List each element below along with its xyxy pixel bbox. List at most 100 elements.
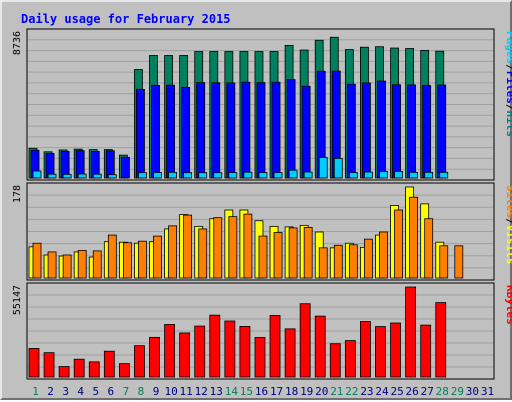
- bar: [183, 172, 193, 179]
- bar: [43, 352, 55, 378]
- bar: [439, 171, 449, 179]
- bar: [333, 158, 343, 179]
- bar: [375, 326, 386, 378]
- day-label: 11: [180, 385, 193, 398]
- day-label: 10: [164, 385, 177, 398]
- bar: [28, 348, 40, 378]
- bar: [314, 315, 326, 378]
- bar: [420, 324, 432, 378]
- bar: [47, 251, 57, 279]
- bar: [435, 302, 447, 378]
- bar: [333, 244, 343, 279]
- bar: [424, 218, 434, 279]
- bar: [424, 171, 434, 179]
- bar: [153, 235, 162, 279]
- bar: [166, 84, 175, 179]
- legend-sites-visits: Sites/Visits: [504, 185, 512, 265]
- bar: [73, 358, 85, 378]
- bar: [77, 249, 87, 279]
- day-label: 26: [406, 385, 419, 398]
- series-kbytes: [28, 286, 447, 378]
- bar: [134, 345, 145, 378]
- bar: [196, 82, 206, 179]
- bar: [284, 328, 296, 378]
- bar: [168, 225, 177, 279]
- day-label: 30: [466, 385, 479, 398]
- bar: [437, 84, 447, 179]
- bar: [138, 172, 147, 179]
- bar: [88, 361, 100, 378]
- bar: [318, 247, 328, 279]
- bar: [318, 157, 328, 179]
- bar: [422, 85, 432, 179]
- bar: [194, 325, 206, 378]
- bar: [377, 80, 386, 179]
- bar: [256, 82, 266, 179]
- bar: [118, 363, 130, 378]
- legend-entry: /: [504, 104, 512, 111]
- chart-title: Daily usage for February 2015: [21, 12, 231, 26]
- legend-pages-files-hits: Pages/Files/Hits: [504, 31, 512, 137]
- legend-entry: /: [504, 64, 512, 71]
- bar: [299, 303, 311, 378]
- y-max-label: 8736: [12, 31, 23, 55]
- bar: [394, 209, 403, 279]
- day-label: 31: [481, 385, 494, 398]
- bar: [288, 227, 298, 279]
- bar: [211, 82, 221, 179]
- bar: [213, 217, 223, 279]
- day-label: 13: [210, 385, 223, 398]
- series-sites: [32, 196, 464, 279]
- bar: [329, 343, 341, 378]
- bar: [379, 170, 388, 179]
- day-label: 4: [77, 385, 84, 398]
- bar: [224, 320, 236, 378]
- bar: [409, 196, 419, 279]
- bar: [32, 242, 42, 279]
- day-axis: 1 2 3 4 5 6 7 8 9 10 11 12 13 14 15 16 17 18 19 20 21 22 23 24 2…: [32, 385, 494, 398]
- legend-entry: Visits: [504, 225, 512, 265]
- bar: [362, 82, 371, 179]
- day-label: 21: [330, 385, 343, 398]
- bar: [390, 322, 401, 378]
- bar: [213, 172, 223, 179]
- legend-entry: KBytes: [504, 285, 512, 325]
- day-label: 19: [300, 385, 313, 398]
- bar: [271, 81, 281, 179]
- bar: [92, 173, 102, 179]
- day-label: 18: [285, 385, 298, 398]
- day-label: 28: [436, 385, 449, 398]
- bar: [120, 156, 130, 179]
- legend-entry: Hits: [504, 111, 512, 138]
- day-label: 20: [315, 385, 328, 398]
- day-label: 24: [375, 385, 389, 398]
- legend-entry: Files: [504, 71, 512, 104]
- bar: [243, 171, 253, 179]
- bar: [122, 242, 132, 279]
- day-label: 9: [153, 385, 160, 398]
- bar: [107, 234, 117, 279]
- bar: [348, 244, 358, 279]
- bar: [181, 86, 191, 179]
- bar: [47, 173, 57, 179]
- y-max-label: 178: [12, 185, 23, 203]
- bar: [392, 84, 401, 179]
- bar: [348, 172, 358, 179]
- bar: [77, 173, 87, 179]
- bar: [273, 172, 283, 179]
- day-label: 1: [32, 385, 39, 398]
- bar: [273, 232, 283, 279]
- legend-entry: /: [504, 218, 512, 225]
- day-label: 15: [240, 385, 253, 398]
- bar: [105, 150, 115, 179]
- bar: [209, 314, 221, 378]
- bar: [103, 350, 115, 378]
- bar: [62, 254, 72, 279]
- bar: [198, 172, 208, 179]
- day-label: 27: [421, 385, 434, 398]
- bar: [379, 231, 388, 279]
- bar: [149, 336, 160, 378]
- bar: [301, 85, 311, 179]
